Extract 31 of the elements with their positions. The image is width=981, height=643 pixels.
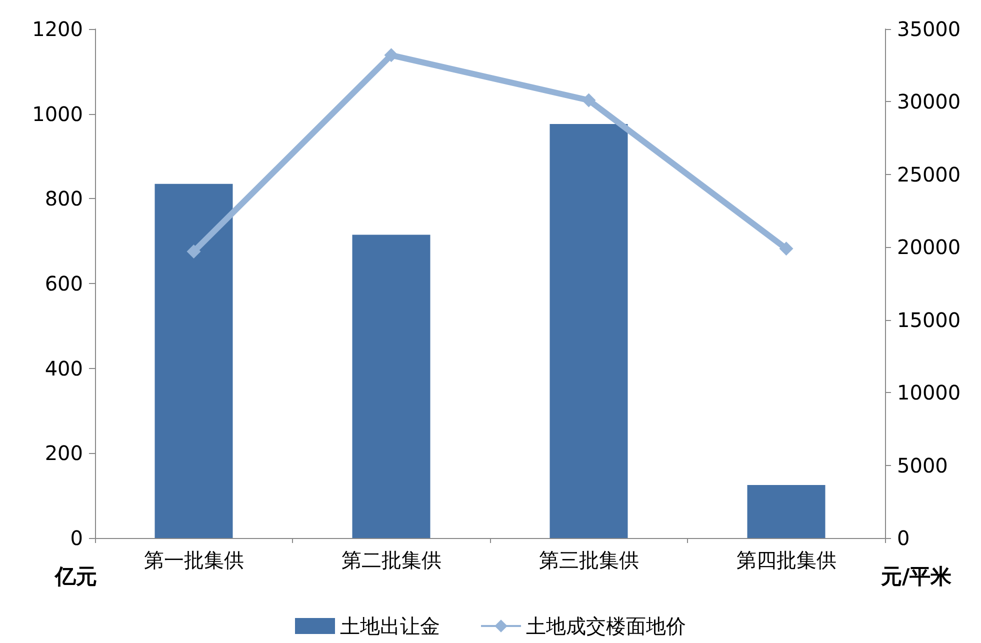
y-tick-label: 1000 bbox=[32, 102, 83, 126]
legend-label: 土地出让金 bbox=[340, 614, 440, 638]
y2-tick-label: 15000 bbox=[897, 308, 961, 332]
bar bbox=[747, 484, 826, 538]
y2-tick-label: 0 bbox=[897, 526, 910, 550]
y2-tick-label: 10000 bbox=[897, 380, 961, 405]
y2-tick-label: 35000 bbox=[897, 17, 961, 41]
y2-tick-label: 30000 bbox=[897, 90, 961, 114]
x-tick-label: 第三批集供 bbox=[538, 548, 639, 572]
y-tick-label: 200 bbox=[44, 441, 83, 466]
y-tick-label: 400 bbox=[44, 356, 83, 380]
point bbox=[779, 242, 794, 256]
y-tick-label: 600 bbox=[44, 272, 83, 296]
y-tick-label: 1200 bbox=[32, 17, 83, 41]
x-tick-label: 第二批集供 bbox=[341, 548, 442, 572]
y2-axis-title: 元/平米 bbox=[880, 564, 953, 588]
y-tick-label: 0 bbox=[70, 526, 83, 550]
point bbox=[186, 244, 201, 259]
y2-tick-label: 25000 bbox=[897, 162, 961, 186]
y-tick-label: 800 bbox=[44, 186, 83, 211]
bar bbox=[154, 184, 233, 538]
y2-tick-label: 5000 bbox=[897, 453, 948, 478]
y-axis-title: 亿元 bbox=[54, 564, 97, 588]
bar bbox=[550, 124, 628, 538]
legend-label: 土地成交楼面地价 bbox=[526, 614, 686, 638]
y2-tick-label: 20000 bbox=[897, 235, 961, 260]
bar bbox=[352, 234, 430, 538]
point bbox=[384, 48, 398, 62]
x-tick-label: 第四批集供 bbox=[736, 548, 836, 572]
point bbox=[582, 93, 596, 108]
x-tick-label: 第一批集供 bbox=[144, 548, 244, 572]
